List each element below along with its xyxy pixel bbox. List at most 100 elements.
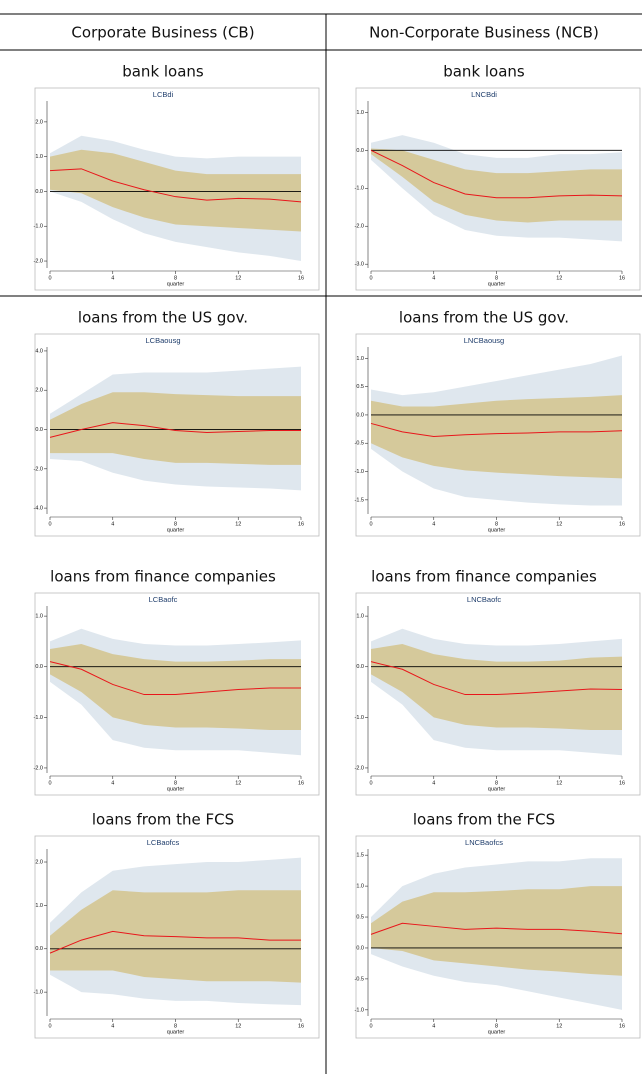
x-tick-label: 4 xyxy=(111,275,114,281)
response-line xyxy=(370,661,623,696)
y-tick-label: -1.5 xyxy=(355,497,364,503)
y-tick-label: 1.0 xyxy=(35,614,43,620)
panel-heading: loans from the FCS xyxy=(92,811,234,829)
confidence-band xyxy=(50,392,301,465)
x-tick-label: 4 xyxy=(432,521,435,527)
x-tick-label: 4 xyxy=(432,780,435,786)
x-axis-label: quarter xyxy=(167,281,185,287)
y-tick-label: -1.0 xyxy=(355,1007,364,1013)
x-tick-label: 0 xyxy=(369,780,372,786)
x-axis-label: quarter xyxy=(167,1029,185,1035)
panel-heading: loans from the FCS xyxy=(413,811,555,829)
y-tick-label: 0.0 xyxy=(35,946,43,952)
y-tick-label: -4.0 xyxy=(34,506,43,512)
x-axis-label: quarter xyxy=(488,786,506,792)
y-tick-label: 1.0 xyxy=(356,110,364,116)
y-tick-label: -0.5 xyxy=(355,976,364,982)
confidence-band xyxy=(371,886,622,976)
y-tick-label: 1.0 xyxy=(35,903,43,909)
y-tick-label: -1.0 xyxy=(355,469,364,475)
x-tick-label: 4 xyxy=(111,1023,114,1029)
chart-title: LNCBaofc xyxy=(467,595,501,604)
y-tick-label: 1.0 xyxy=(356,356,364,362)
response-line xyxy=(49,422,301,438)
x-tick-label: 12 xyxy=(235,780,241,786)
x-tick-label: 12 xyxy=(556,1023,562,1029)
y-tick-label: 0.5 xyxy=(356,384,364,390)
x-tick-label: 0 xyxy=(48,521,51,527)
x-tick-label: 16 xyxy=(619,521,625,527)
y-tick-label: -3.0 xyxy=(355,262,364,268)
x-tick-label: 12 xyxy=(235,1023,241,1029)
x-tick-label: 8 xyxy=(174,521,177,527)
y-tick-label: -1.0 xyxy=(34,224,43,230)
x-tick-label: 16 xyxy=(298,1023,304,1029)
column-header: Non-Corporate Business (NCB) xyxy=(369,24,599,42)
y-tick-label: -2.0 xyxy=(355,765,364,771)
x-tick-label: 0 xyxy=(48,780,51,786)
x-tick-label: 4 xyxy=(111,521,114,527)
panel-heading: loans from finance companies xyxy=(371,568,597,586)
response-line xyxy=(370,149,623,199)
x-tick-label: 12 xyxy=(556,521,562,527)
y-tick-label: 1.5 xyxy=(356,853,364,859)
confidence-band xyxy=(371,643,622,730)
chart-title: LCBdi xyxy=(153,90,174,99)
y-tick-label: 0.0 xyxy=(35,189,43,195)
response-line xyxy=(49,930,301,954)
x-tick-label: 0 xyxy=(48,275,51,281)
y-tick-label: -1.0 xyxy=(355,715,364,721)
y-tick-label: -2.0 xyxy=(355,224,364,230)
column-header: Corporate Business (CB) xyxy=(71,24,254,42)
x-tick-label: 16 xyxy=(619,275,625,281)
x-tick-label: 4 xyxy=(432,1023,435,1029)
response-line xyxy=(370,422,623,437)
x-tick-label: 16 xyxy=(298,780,304,786)
response-line xyxy=(370,922,623,935)
x-tick-label: 8 xyxy=(174,1023,177,1029)
x-tick-label: 0 xyxy=(48,1023,51,1029)
x-axis-label: quarter xyxy=(488,1029,506,1035)
y-tick-label: 0.0 xyxy=(35,664,43,670)
x-tick-label: 16 xyxy=(298,275,304,281)
x-tick-label: 8 xyxy=(495,275,498,281)
y-tick-label: 0.0 xyxy=(356,412,364,418)
x-tick-label: 12 xyxy=(556,780,562,786)
y-tick-label: -2.0 xyxy=(34,765,43,771)
x-tick-label: 0 xyxy=(369,1023,372,1029)
x-tick-label: 8 xyxy=(174,275,177,281)
panel-heading: bank loans xyxy=(122,63,204,81)
response-line xyxy=(49,661,301,696)
chart-title: LCBaofcs xyxy=(147,838,180,847)
confidence-band xyxy=(371,148,622,223)
x-tick-label: 0 xyxy=(369,521,372,527)
x-axis-label: quarter xyxy=(488,281,506,287)
x-tick-label: 8 xyxy=(174,780,177,786)
y-tick-label: 2.0 xyxy=(35,119,43,125)
x-axis-label: quarter xyxy=(167,527,185,533)
x-tick-label: 16 xyxy=(298,521,304,527)
y-tick-label: 1.0 xyxy=(356,614,364,620)
y-tick-label: -1.0 xyxy=(34,715,43,721)
x-tick-label: 4 xyxy=(432,275,435,281)
panel-heading: loans from the US gov. xyxy=(399,309,569,327)
y-tick-label: -2.0 xyxy=(34,258,43,264)
x-tick-label: 12 xyxy=(235,521,241,527)
y-tick-label: 1.0 xyxy=(356,884,364,890)
x-axis-label: quarter xyxy=(488,527,506,533)
x-tick-label: 16 xyxy=(619,1023,625,1029)
panel-heading: loans from the US gov. xyxy=(78,309,248,327)
y-tick-label: 2.0 xyxy=(35,859,43,865)
y-tick-label: 0.0 xyxy=(35,427,43,433)
y-tick-label: -1.0 xyxy=(34,990,43,996)
y-tick-label: -2.0 xyxy=(34,466,43,472)
y-tick-label: -0.5 xyxy=(355,441,364,447)
x-tick-label: 8 xyxy=(495,1023,498,1029)
chart-title: LNCBaousg xyxy=(464,336,504,345)
y-tick-label: 2.0 xyxy=(35,388,43,394)
y-tick-label: 4.0 xyxy=(35,348,43,354)
confidence-band xyxy=(371,395,622,479)
y-tick-label: 0.5 xyxy=(356,914,364,920)
chart-title: LCBaousg xyxy=(145,336,180,345)
